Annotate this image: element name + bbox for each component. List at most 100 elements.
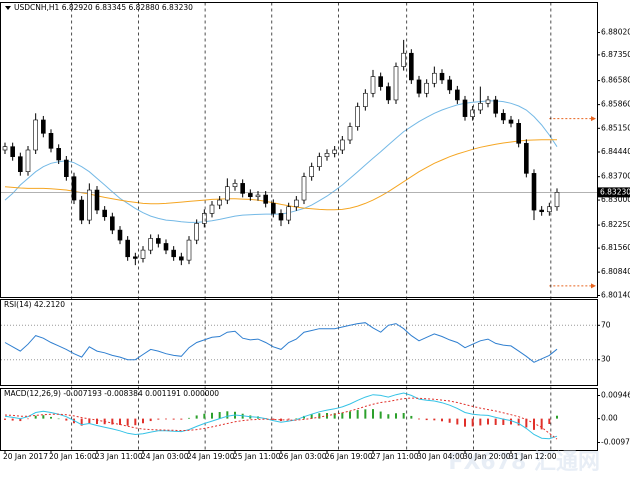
candle-body — [163, 243, 169, 251]
candle-body — [378, 76, 383, 87]
candle-body — [64, 159, 69, 177]
histogram-bar — [34, 415, 37, 419]
histogram-bar — [372, 409, 375, 419]
candle-body — [424, 82, 429, 94]
y-tick-label: 0.00 — [601, 414, 618, 423]
histogram-bar — [134, 418, 137, 426]
y-tick-label: 6.80140 — [601, 290, 630, 299]
histogram-bar — [211, 412, 214, 419]
macd-title: MACD(12,26,9) -0.007193 -0.008384 0.0011… — [4, 389, 219, 398]
histogram-bar — [494, 418, 497, 425]
candle-body — [56, 148, 61, 161]
candle-body — [2, 146, 8, 151]
histogram-bar — [57, 418, 60, 420]
y-tick-label: 6.86580 — [601, 76, 630, 85]
histogram-bar — [487, 418, 490, 425]
histogram-bar — [111, 418, 114, 425]
histogram-bar — [188, 417, 191, 419]
histogram-bar — [88, 418, 91, 424]
macd-panel — [0, 388, 598, 451]
candle-body — [485, 99, 491, 104]
x-tick-label: 25 Jan 11:00 — [233, 452, 281, 461]
histogram-bar — [418, 418, 421, 420]
candle-body — [179, 256, 184, 261]
histogram-bar — [402, 413, 405, 419]
histogram-bar — [464, 418, 467, 427]
candle-body — [455, 89, 460, 101]
candle-body — [232, 183, 238, 188]
histogram-bar — [80, 418, 83, 426]
candle-body — [202, 213, 207, 224]
candle-body — [117, 229, 123, 241]
histogram-bar — [448, 418, 451, 423]
y-tick-label: 6.88020 — [601, 28, 630, 37]
candle-body — [470, 109, 475, 117]
histogram-bar — [218, 412, 221, 419]
histogram-bar — [525, 418, 528, 428]
candle-body — [102, 209, 107, 218]
current-price-box — [598, 187, 630, 198]
x-tick-label: 20 Jan 16:00 — [49, 452, 97, 461]
candle-body — [140, 249, 146, 259]
histogram-bar — [119, 418, 122, 425]
candle-body — [209, 204, 215, 214]
candle-body — [347, 126, 353, 141]
candle-body — [370, 76, 376, 94]
candle-body — [294, 199, 299, 208]
macd-line — [4, 392, 558, 440]
histogram-bar — [379, 411, 382, 419]
candle-body — [508, 119, 514, 124]
histogram-bar — [341, 412, 344, 419]
histogram-bar — [180, 418, 183, 420]
candle-body — [309, 166, 314, 177]
candle-body — [432, 72, 437, 84]
candle-body — [217, 199, 222, 206]
candle-body — [539, 209, 544, 213]
histogram-bar — [272, 418, 275, 420]
macd-line — [4, 397, 558, 440]
histogram-bar — [433, 418, 436, 421]
y-tick-label: 6.85860 — [601, 100, 630, 109]
y-tick-label: 6.85150 — [601, 123, 630, 132]
y-tick-label: 6.84440 — [601, 147, 630, 156]
candle-body — [332, 149, 337, 154]
histogram-bar — [226, 411, 229, 419]
histogram-bar — [410, 415, 413, 419]
candle-body — [493, 99, 498, 114]
y-tick-label: 6.87350 — [601, 50, 630, 59]
y-tick-label: 6.83000 — [601, 195, 630, 204]
candle-body — [524, 143, 529, 174]
histogram-bar — [42, 415, 45, 419]
candle-body — [547, 206, 552, 213]
candle-body — [317, 156, 322, 167]
candle-body — [531, 173, 537, 211]
rsi-line — [4, 322, 558, 363]
histogram-bar — [11, 418, 14, 421]
histogram-bar — [364, 409, 367, 419]
x-tick-label: 23 Jan 11:00 — [95, 452, 143, 461]
histogram-bar — [517, 418, 520, 426]
x-tick-label: 20 Jan 2017 — [3, 452, 48, 461]
histogram-bar — [387, 414, 390, 419]
x-tick-label: 27 Jan 11:00 — [371, 452, 419, 461]
y-tick-label: 6.83700 — [601, 172, 630, 181]
histogram-bar — [96, 418, 99, 424]
candle-body — [286, 206, 291, 221]
histogram-bar — [556, 415, 559, 419]
candle-body — [171, 249, 176, 258]
histogram-bar — [502, 418, 505, 425]
histogram-bar — [172, 418, 175, 420]
candle-body — [255, 194, 261, 198]
histogram-bar — [50, 416, 53, 419]
y-tick-label: 6.80840 — [601, 267, 630, 276]
candle-body — [41, 119, 46, 134]
x-tick-label: 26 Jan 03:00 — [279, 452, 327, 461]
histogram-bar — [356, 410, 359, 419]
histogram-bar — [295, 418, 298, 419]
candle-body — [186, 239, 192, 261]
candle-body — [401, 52, 406, 67]
candle-body — [156, 238, 161, 244]
histogram-bar — [195, 415, 198, 419]
current-price-label: 6.83230 — [600, 187, 630, 196]
